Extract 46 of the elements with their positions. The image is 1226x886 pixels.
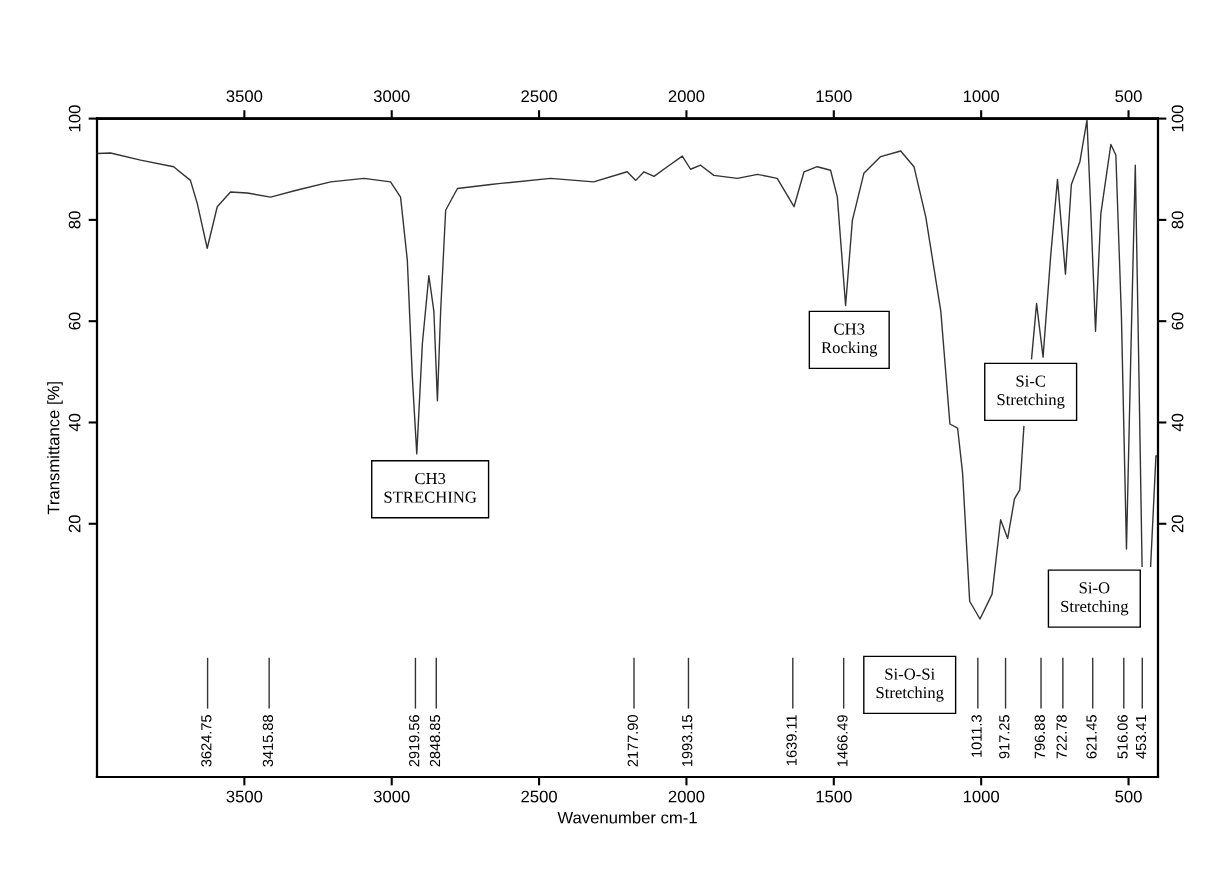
x2-tick-label: 3500 [226, 90, 263, 103]
annotation: 3624.75 [201, 715, 212, 767]
x-tick-label: 1000 [963, 790, 1000, 803]
y2-tick-label: 40 [1171, 413, 1184, 432]
x-axis-title: Wavenumber cm-1 [557, 811, 697, 824]
x-tick-label: 1500 [816, 790, 852, 803]
y2-tick-label: 20 [1171, 515, 1184, 533]
y2-tick-label: 100 [1171, 105, 1184, 132]
annotation: 1993.15 [682, 715, 693, 767]
annotation: CH3 STRECHING [384, 472, 477, 503]
annotation: 2848.85 [429, 715, 441, 767]
x-tick-label: 500 [1115, 790, 1142, 803]
y-tick-label: 60 [68, 312, 81, 330]
annotation: 453.41 [1135, 715, 1147, 759]
x2-tick-label: 500 [1115, 90, 1142, 103]
annotation: 1011.3 [971, 715, 982, 757]
annotation: 796.88 [1034, 715, 1045, 759]
annotation: Si-O-Si Stretching [876, 668, 944, 702]
y-tick-label: 40 [68, 413, 81, 432]
x2-tick-label: 2000 [668, 90, 705, 103]
x-tick-label: 2000 [668, 790, 705, 803]
annotation: 1466.49 [837, 715, 848, 767]
annotation: Si-O Stretching [1061, 582, 1129, 616]
x2-tick-label: 1000 [963, 90, 1000, 103]
annotation: 2177.90 [627, 715, 638, 767]
y-tick-label: 100 [68, 105, 81, 132]
annotation: 722.78 [1056, 715, 1067, 759]
y2-tick-label: 60 [1171, 312, 1184, 330]
x2-tick-label: 3000 [373, 90, 410, 103]
y-axis-title: Transmittance [%] [47, 382, 63, 515]
y-tick-label: 80 [68, 211, 81, 229]
annotation: 621.45 [1086, 715, 1097, 759]
annotation: 516.06 [1117, 715, 1128, 759]
y-tick-label: 20 [68, 515, 81, 533]
y2-tick-label: 80 [1171, 211, 1184, 229]
x2-tick-label: 2500 [521, 90, 557, 103]
annotation: 3415.88 [262, 715, 274, 767]
annotation: 2919.56 [409, 715, 420, 767]
annotation: 1639.11 [786, 715, 797, 765]
x-tick-label: 2500 [521, 790, 557, 803]
annotation: CH3 Rocking [821, 323, 878, 357]
x-tick-label: 3500 [226, 790, 263, 803]
annotation: Si-C Stretching [997, 375, 1065, 409]
x2-tick-label: 1500 [816, 90, 852, 103]
x-tick-label: 3000 [373, 790, 410, 803]
annotation: 917.25 [999, 715, 1010, 759]
